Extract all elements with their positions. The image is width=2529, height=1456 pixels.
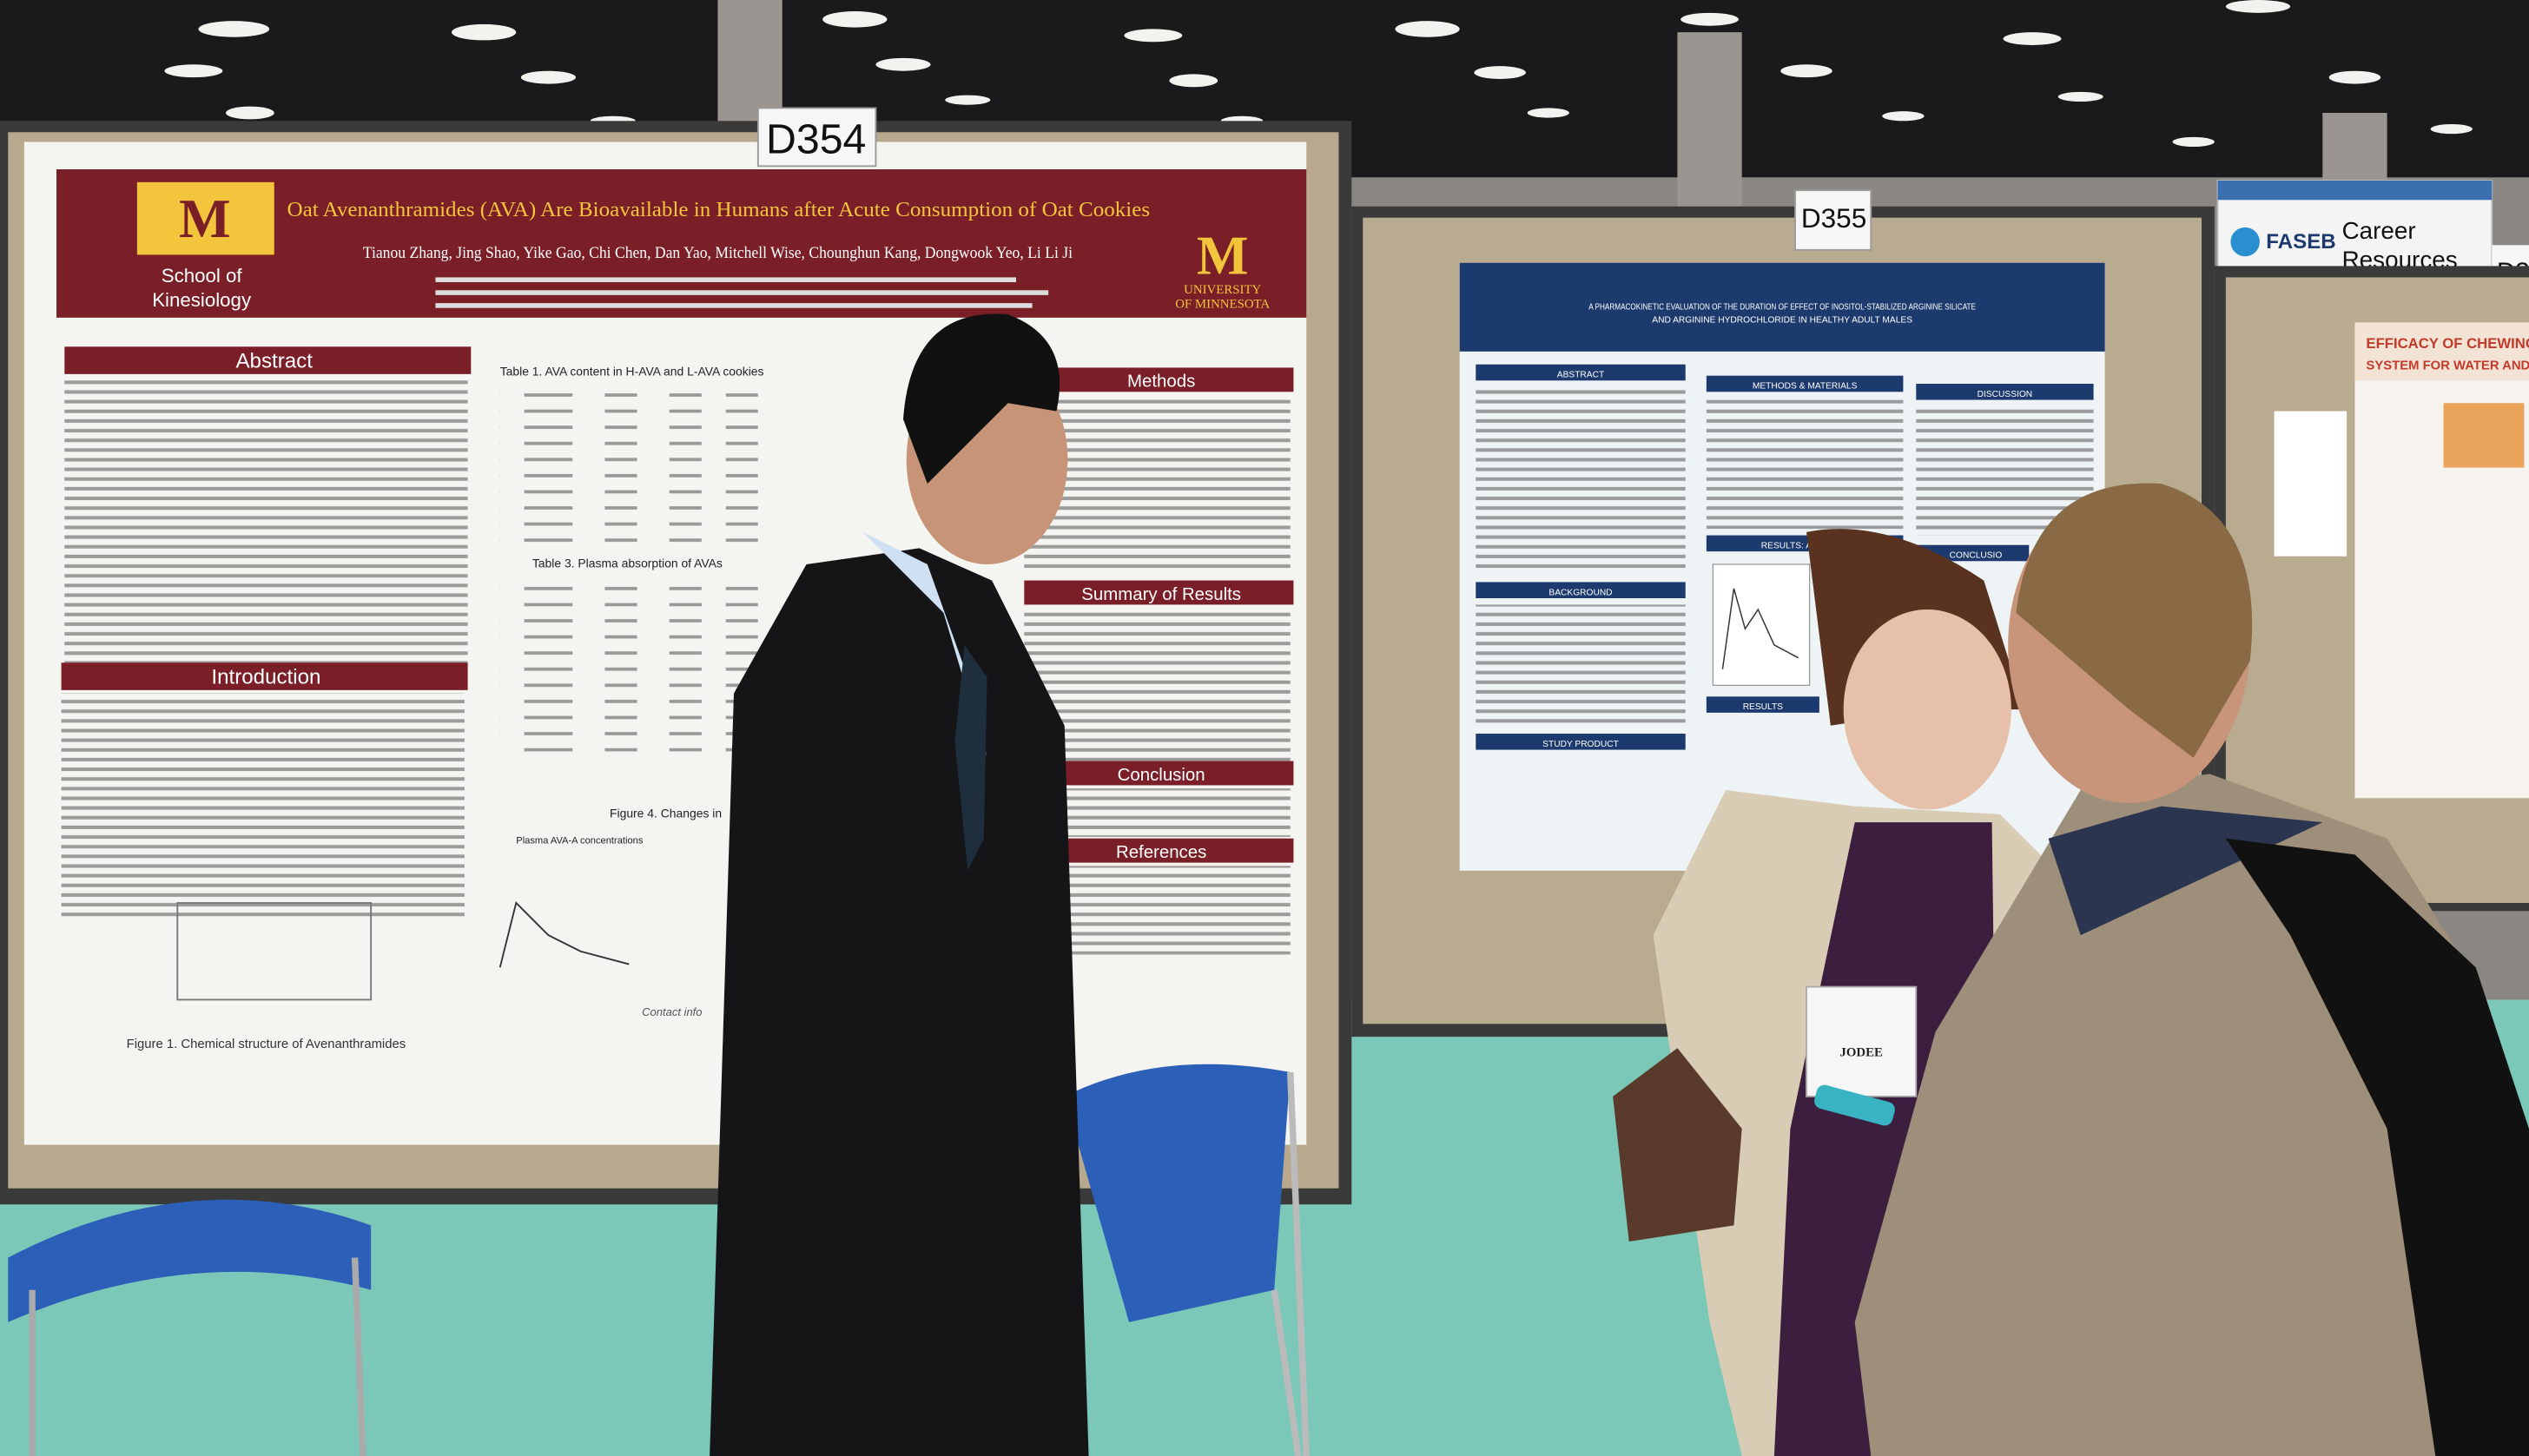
logo-m	[136, 181, 274, 255]
man-hair	[2016, 483, 2253, 758]
heading-bar	[1706, 696, 1819, 713]
section-heading: Methods	[1127, 372, 1195, 392]
poster	[2354, 322, 2529, 799]
introduction-body	[61, 693, 465, 919]
tie	[954, 644, 987, 871]
badge-name: JODEE	[1839, 1045, 1883, 1059]
table-caption: Table 1. AVA content in H-AVA and L-AVA …	[500, 365, 764, 379]
poster-title: AND ARGININE HYDROCHLORIDE IN HEALTHY AD…	[1652, 315, 1912, 325]
section-heading: METHODS & MATERIALS	[1753, 382, 1858, 392]
university-name: UNIVERSITY	[1184, 283, 1261, 297]
chair-legs	[29, 1257, 366, 1456]
contact: Contact info	[642, 1005, 702, 1018]
chair	[1064, 1064, 1291, 1322]
sign-org: FASEB	[2266, 230, 2335, 254]
methods-body	[1024, 395, 1291, 573]
conclusion-body	[1024, 788, 1291, 837]
poster-authors: Tianou Zhang, Jing Shao, Yike Gao, Chi C…	[363, 244, 1073, 262]
logo-letter: M	[179, 188, 231, 249]
man-suit	[710, 548, 1089, 1456]
woman-face	[1843, 609, 2011, 810]
faseb-logo	[2230, 227, 2260, 257]
chart-caption: Plasma AVA-A concentrations	[516, 835, 644, 846]
ceiling-lights	[164, 0, 2473, 147]
logo-text: School of	[162, 265, 243, 287]
table-caption: Table 3. Plasma absorption of AVAs	[532, 557, 723, 570]
poster-graphic	[2443, 403, 2525, 468]
chair	[8, 1199, 372, 1322]
section-headings: ABSTRACT METHODS & MATERIALS DISCUSSION …	[1476, 364, 2094, 750]
poster-title: Oat Avenanthramides (AVA) Are Bioavailab…	[287, 198, 1151, 221]
section-heading: Introduction	[211, 665, 320, 688]
heading-bar	[1706, 375, 1904, 392]
section-heading-bar	[1024, 367, 1294, 392]
section-heading-bar	[64, 346, 472, 374]
section-heading: CONCLUSIO	[1950, 551, 2003, 561]
abstract-body	[64, 377, 468, 668]
section-heading-bar	[1024, 761, 1294, 786]
figure-caption: Figure 4. Changes in	[610, 807, 722, 820]
plot-line	[499, 901, 630, 968]
section-heading: RESULTS: ARGININE	[1761, 541, 1849, 550]
table	[499, 386, 758, 549]
phone	[1814, 1084, 1895, 1126]
section-heading-bar	[61, 662, 468, 690]
booth-number: D355	[1801, 202, 1866, 234]
section-heading: References	[1116, 843, 1206, 862]
heading-bar	[1476, 364, 1686, 381]
poster-header	[2354, 322, 2529, 381]
poster-title: EFFICACY OF CHEWING GUM AS A	[2366, 335, 2529, 352]
pillar	[1677, 32, 1742, 210]
affiliation-lines	[435, 277, 1049, 308]
section-heading-bar	[1024, 580, 1294, 605]
poster-header	[1459, 262, 2105, 352]
section-heading: STUDY PRODUCT	[1542, 740, 1619, 749]
sign-text: Career	[2342, 217, 2416, 244]
career-sign-band	[2217, 181, 2493, 201]
plot-line	[1721, 588, 1799, 669]
abstract-body	[1476, 386, 1686, 573]
logo-text: Kinesiology	[152, 289, 252, 311]
methods-body	[1706, 399, 1904, 530]
backpack	[2225, 838, 2529, 1456]
name-badge	[1806, 985, 1918, 1097]
section-heading: ABSTRACT	[1557, 371, 1604, 380]
heading-bar	[1916, 384, 2094, 400]
section-heading: Abstract	[235, 349, 313, 372]
booth-sign	[1794, 189, 1872, 251]
shirt-collar	[862, 531, 987, 758]
background-body	[1476, 604, 1686, 726]
results-body	[1024, 608, 1291, 761]
booth-number: D354	[766, 115, 866, 162]
booth-sign	[756, 107, 877, 168]
table	[499, 580, 758, 758]
university-name: OF MINNESOTA	[1175, 298, 1270, 312]
section-heading: Summary of Results	[1081, 585, 1241, 604]
section-heading: DISCUSSION	[1978, 390, 2033, 399]
figure-caption: Figure 1. Chemical structure of Avenanth…	[127, 1038, 406, 1051]
results-chart	[1712, 563, 1811, 686]
section-heading-bar	[1024, 838, 1294, 863]
section-heading: RESULTS	[1743, 702, 1783, 712]
man-hair	[903, 313, 1060, 484]
poster-title: A PHARMACOKINETIC EVALUATION OF THE DURA…	[1588, 303, 1976, 313]
poster-title: SYSTEM FOR WATER AND FAT SOLUBL	[2366, 359, 2529, 372]
handbag	[1613, 1048, 1742, 1242]
handout	[2274, 411, 2347, 557]
shirt-collar	[2048, 806, 2323, 936]
chemical-structure	[176, 902, 373, 1001]
heading-bar	[1476, 582, 1686, 598]
university-logo: M	[1197, 226, 1249, 287]
heading-bar	[1476, 734, 1686, 750]
heading-bar	[1916, 544, 2030, 562]
section-heading: BACKGROUND	[1548, 588, 1612, 597]
section-heading: Conclusion	[1118, 766, 1205, 785]
